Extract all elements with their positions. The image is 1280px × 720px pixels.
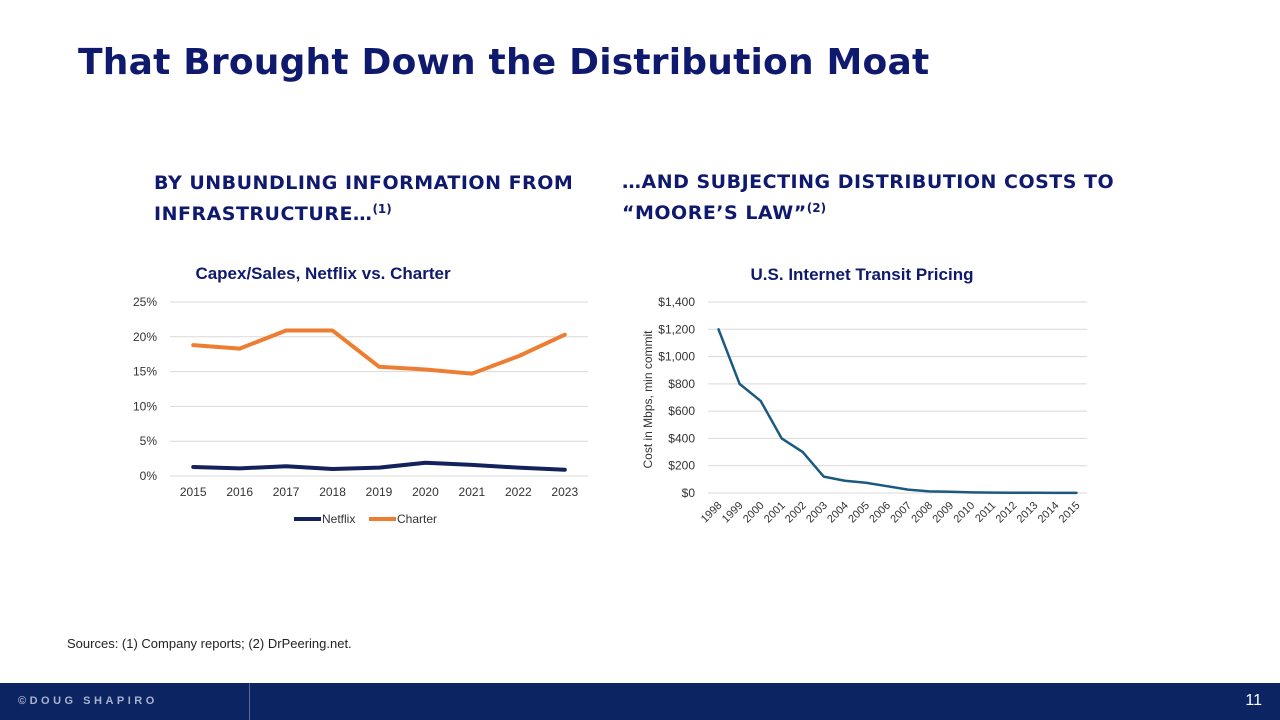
x-tick-label: 2014 <box>1036 500 1062 526</box>
x-tick-label: 2022 <box>505 485 532 499</box>
legend-label-netflix: Netflix <box>322 512 355 526</box>
x-tick-label: 1998 <box>699 500 725 526</box>
right-chart-heading: …AND SUBJECTING DISTRIBUTION COSTS TO “MO… <box>622 169 1222 226</box>
x-tick-label: 2013 <box>1015 500 1041 526</box>
x-tick-label: 2009 <box>930 500 956 526</box>
footer-divider <box>249 683 250 720</box>
x-tick-label: 2005 <box>846 500 872 526</box>
series-line-charter <box>191 328 567 376</box>
x-tick-label: 2023 <box>551 485 578 499</box>
x-tick-label: 2002 <box>783 500 809 526</box>
y-tick-label: 15% <box>133 365 157 379</box>
x-tick-label: 2004 <box>825 500 851 526</box>
x-tick-label: 2000 <box>741 500 767 526</box>
x-tick-label: 2015 <box>1057 500 1083 526</box>
left-heading-footnote: (1) <box>372 202 392 216</box>
x-tick-label: 2018 <box>319 485 346 499</box>
y-tick-label: $1,200 <box>658 322 695 336</box>
y-tick-label: $600 <box>668 404 695 418</box>
y-tick-label: $1,400 <box>658 295 695 309</box>
chart-title: U.S. Internet Transit Pricing <box>751 265 974 284</box>
y-tick-label: 20% <box>133 330 157 344</box>
page-number: 11 <box>1245 692 1262 709</box>
y-tick-label: $400 <box>668 431 695 445</box>
left-chart-heading: BY UNBUNDLING INFORMATION FROM INFRASTRU… <box>154 170 574 227</box>
left-heading-text: BY UNBUNDLING INFORMATION FROM INFRASTRU… <box>154 172 574 225</box>
x-tick-label: 2003 <box>804 500 830 526</box>
y-tick-label: 5% <box>140 434 158 448</box>
x-tick-label: 1999 <box>720 500 746 526</box>
series-line-transit-price <box>717 328 1078 495</box>
y-tick-label: 0% <box>140 469 158 483</box>
slide-title: That Brought Down the Distribution Moat <box>78 42 930 83</box>
x-tick-label: 2015 <box>180 485 207 499</box>
right-heading-line-2: “MOORE’S LAW”(2) <box>622 195 1222 226</box>
footer-brand: ©DOUG SHAPIRO <box>18 695 158 707</box>
x-tick-label: 2021 <box>459 485 486 499</box>
capex-sales-chart: Capex/Sales, Netflix vs. Charter 0% 5% 10% 1… <box>133 264 588 526</box>
right-heading-footnote: (2) <box>806 201 827 215</box>
y-tick-label: $200 <box>668 459 695 473</box>
y-tick-label: 25% <box>133 295 157 309</box>
x-tick-label: 2008 <box>909 500 935 526</box>
x-tick-label: 2001 <box>762 500 788 526</box>
x-tick-label: 2007 <box>888 500 914 526</box>
transit-pricing-chart: U.S. Internet Transit Pricing $0 $200 $400 $… <box>641 265 1087 526</box>
y-tick-label: $0 <box>682 486 696 500</box>
y-axis-title: Cost in Mbps, min commit <box>641 330 655 469</box>
sources-note: Sources: (1) Company reports; (2) DrPeer… <box>67 636 352 651</box>
x-tick-label: 2019 <box>366 485 393 499</box>
x-tick-label: 2010 <box>952 500 978 526</box>
y-tick-label: $1,000 <box>658 350 695 364</box>
x-tick-label: 2020 <box>412 485 439 499</box>
x-tick-label: 2006 <box>867 500 893 526</box>
x-tick-label: 2016 <box>226 485 253 499</box>
x-tick-label: 2017 <box>273 485 300 499</box>
right-heading-line-2-text: “MOORE’S LAW” <box>622 202 807 224</box>
x-tick-label: 2012 <box>994 500 1020 526</box>
chart-title: Capex/Sales, Netflix vs. Charter <box>195 264 451 283</box>
y-tick-label: 10% <box>133 399 157 413</box>
y-tick-label: $800 <box>668 377 695 391</box>
series-line-netflix <box>191 460 567 472</box>
x-tick-label: 2011 <box>973 500 998 525</box>
footer-bar: ©DOUG SHAPIRO 11 <box>0 683 1280 720</box>
right-heading-line-1: …AND SUBJECTING DISTRIBUTION COSTS TO <box>622 171 1115 193</box>
legend-label-charter: Charter <box>397 512 437 526</box>
